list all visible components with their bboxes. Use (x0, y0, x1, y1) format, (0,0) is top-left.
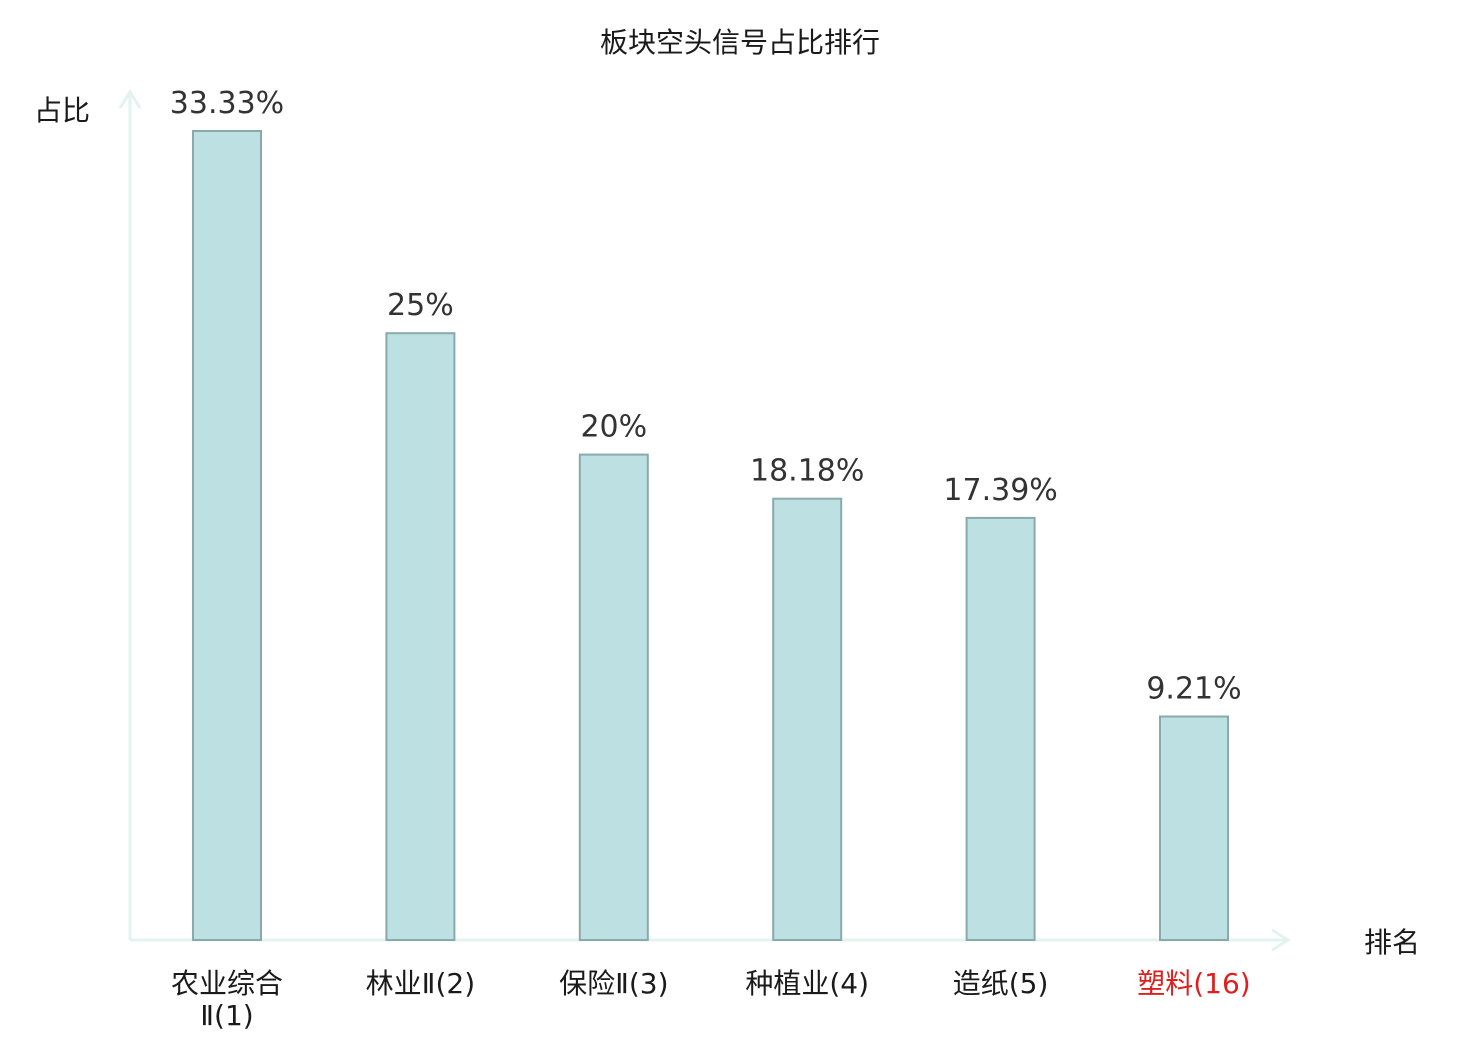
x-tick-label: 保险Ⅱ(3) (559, 967, 668, 1000)
value-labels: 33.33% 25% 20% 18.18% 17.39% 9.21% (170, 86, 1242, 707)
x-tick-label: 塑料(16) (1137, 967, 1250, 1000)
data-label: 9.21% (1146, 672, 1241, 707)
x-tick-label: 造纸(5) (953, 967, 1049, 1000)
data-label: 33.33% (170, 86, 284, 121)
bar (578, 453, 649, 941)
y-axis-arrow (118, 89, 142, 109)
data-label: 17.39% (943, 473, 1057, 508)
bars (192, 130, 1229, 942)
bar (192, 130, 262, 941)
x-tick-label: Ⅱ(1) (200, 999, 253, 1032)
axes (118, 89, 1291, 952)
x-tick-label: 林业Ⅱ(2) (366, 967, 475, 1000)
bar (1159, 715, 1229, 941)
data-label: 25% (387, 288, 454, 323)
bar (965, 516, 1036, 942)
data-label: 20% (580, 410, 647, 445)
chart-title: 板块空头信号占比排行 (600, 26, 880, 59)
x-tick-label: 农业综合 (171, 967, 283, 1000)
x-tick-label: 种植业(4) (745, 967, 869, 1000)
bar (772, 497, 843, 941)
y-axis-label: 占比 (34, 94, 90, 127)
x-axis-arrow (1271, 928, 1291, 952)
bar (385, 332, 456, 941)
x-axis-label: 排名 (1364, 926, 1420, 959)
data-label: 18.18% (750, 454, 864, 489)
